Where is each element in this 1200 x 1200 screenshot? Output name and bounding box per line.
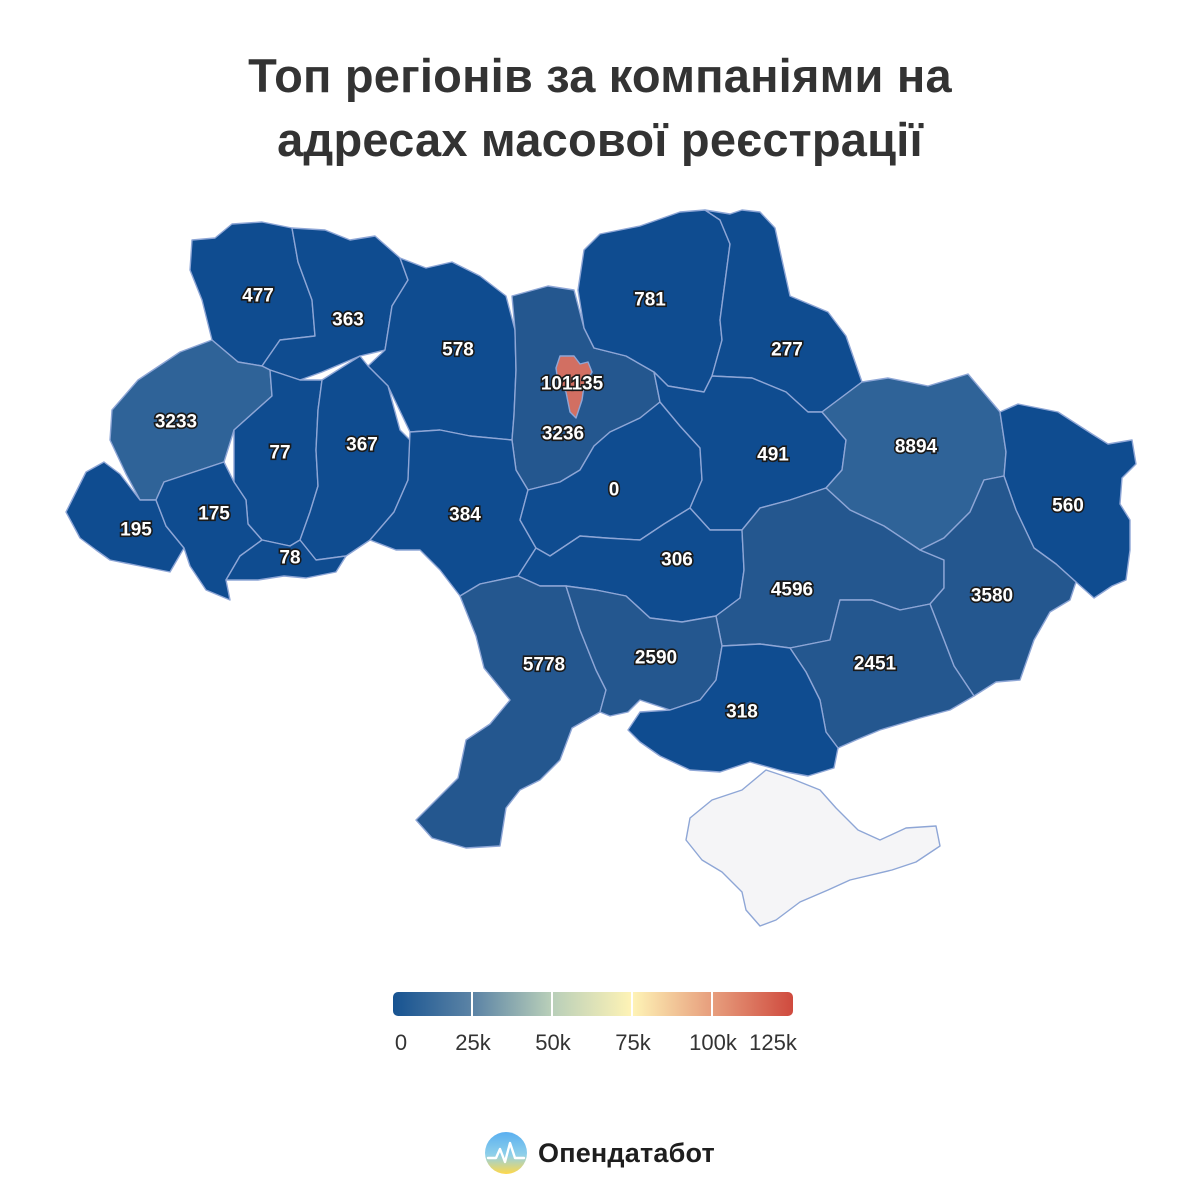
region-chernivtsi[interactable]: [225, 539, 347, 581]
map-title-line-1: Топ регіонів за компаніями на: [248, 49, 952, 102]
brand-name: Опендатабот: [538, 1137, 715, 1168]
region-value-label-khmelnytskyi: 367: [346, 435, 378, 456]
region-value-label-kyiv-city: 101135: [541, 374, 604, 395]
opendatabot-logo-icon: [485, 1132, 527, 1174]
regions-layer: [65, 209, 1137, 927]
legend-segment: [553, 992, 633, 1016]
labels-layer: 477 363 578 3236 781 277 3233 77 367 195 175 78 384 0…: [119, 284, 1086, 724]
region-value-label-vinnytsia: 384: [449, 505, 481, 526]
region-value-label-lviv: 3233: [155, 412, 197, 433]
region-value-label-sumy: 277: [771, 340, 803, 361]
color-legend: 0 25k 50k 75k 100k 125k: [393, 992, 797, 1055]
legend-segment: [713, 992, 793, 1016]
legend-tick-label: 50k: [535, 1030, 571, 1055]
region-value-label-ivano-frankivsk: 175: [198, 504, 230, 525]
brand: Опендатабот: [484, 1130, 715, 1176]
legend-segment: [393, 992, 473, 1016]
map-title: Топ регіонів за компаніями на адресах ма…: [0, 44, 1200, 172]
legend-tick-label: 100k: [689, 1030, 737, 1055]
region-value-label-cherkasy: 0: [609, 480, 620, 501]
legend-segment: [633, 992, 713, 1016]
legend-tick-label: 75k: [615, 1030, 651, 1055]
region-value-label-kyiv-oblast: 3236: [542, 424, 584, 445]
region-value-label-rivne: 363: [332, 310, 364, 331]
region-crimea[interactable]: [685, 769, 941, 927]
region-value-label-mykolaiv: 2590: [635, 648, 677, 669]
map-title-line-2: адресах масової реєстрації: [277, 113, 923, 166]
legend-ticks: 0 25k 50k 75k 100k 125k: [393, 1030, 797, 1055]
region-value-label-chernihiv: 781: [634, 290, 666, 311]
region-value-label-ternopil: 77: [269, 443, 290, 464]
legend-color-bar: [393, 992, 793, 1016]
region-value-label-zhytomyr: 578: [442, 340, 474, 361]
region-kherson[interactable]: [627, 643, 839, 777]
region-value-label-volyn: 477: [242, 286, 274, 307]
region-rivne[interactable]: [261, 227, 409, 381]
region-value-label-kharkiv: 8894: [895, 437, 938, 458]
legend-tick-label: 25k: [455, 1030, 491, 1055]
region-value-label-zaporizhzhia: 2451: [854, 654, 897, 675]
region-value-label-luhansk: 560: [1052, 496, 1084, 517]
legend-tick-label: 0: [394, 1030, 408, 1055]
region-kyiv-city[interactable]: [555, 355, 593, 419]
region-value-label-kirovohrad: 306: [661, 550, 693, 571]
region-value-label-donetsk: 3580: [971, 586, 1013, 607]
region-value-label-chernivtsi: 78: [279, 548, 300, 569]
region-value-label-zakarpattia: 195: [120, 520, 152, 541]
region-value-label-kherson: 318: [726, 702, 758, 723]
region-value-label-odesa: 5778: [523, 655, 565, 676]
legend-segment: [473, 992, 553, 1016]
region-value-label-dnipropetrovsk: 4596: [771, 580, 813, 601]
region-value-label-poltava: 491: [757, 445, 789, 466]
legend-tick-label: 125k: [749, 1030, 797, 1055]
